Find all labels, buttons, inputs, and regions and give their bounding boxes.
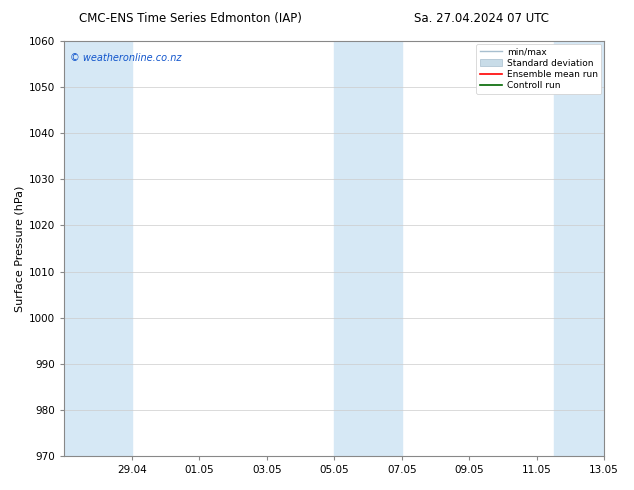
Bar xyxy=(65,41,132,456)
Legend: min/max, Standard deviation, Ensemble mean run, Controll run: min/max, Standard deviation, Ensemble me… xyxy=(476,44,602,94)
Y-axis label: Surface Pressure (hPa): Surface Pressure (hPa) xyxy=(15,185,25,312)
Bar xyxy=(553,41,604,456)
Text: Sa. 27.04.2024 07 UTC: Sa. 27.04.2024 07 UTC xyxy=(415,12,549,25)
Text: © weatheronline.co.nz: © weatheronline.co.nz xyxy=(70,53,181,64)
Text: CMC-ENS Time Series Edmonton (IAP): CMC-ENS Time Series Edmonton (IAP) xyxy=(79,12,302,25)
Bar xyxy=(334,41,402,456)
